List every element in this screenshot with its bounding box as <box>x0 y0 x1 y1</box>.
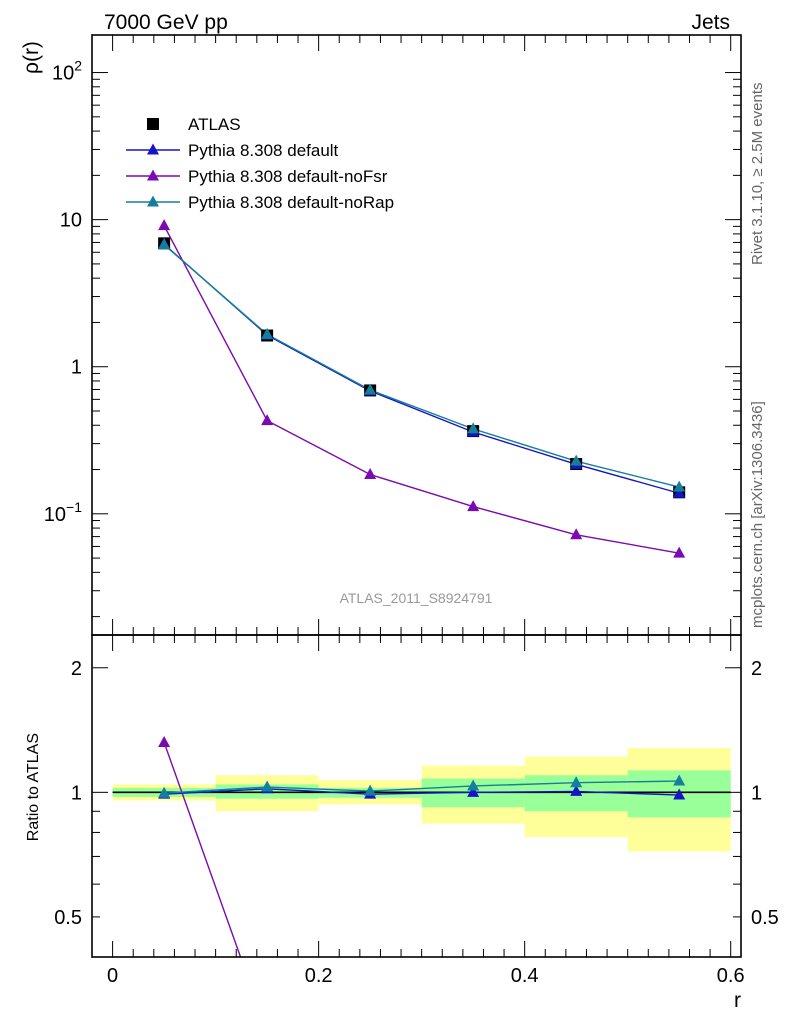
legend-label: Pythia 8.308 default-noRap <box>188 193 394 212</box>
series-line-pythia-8-308-default-norap <box>163 244 680 488</box>
data-point-pythia-8-308-default-norap <box>467 422 480 434</box>
data-point-pythia-8-308-default-norap <box>570 454 583 466</box>
ratio-point-pythia-8-308-default-norap <box>467 779 480 791</box>
ratio-point-pythia-8-308-default-norap <box>158 786 171 798</box>
ratio-plot-area <box>112 735 731 1009</box>
analysis-watermark: ATLAS_2011_S8924791 <box>340 590 493 606</box>
ratio-point-pythia-8-308-default <box>467 785 480 797</box>
ratio-point-pythia-8-308-default-norap <box>570 776 583 788</box>
legend-marker <box>147 169 159 181</box>
data-point-pythia-8-308-default-nofsr <box>467 500 480 512</box>
x-tick-label: 0.4 <box>511 965 539 987</box>
x-tick-label: 0.2 <box>305 965 333 987</box>
data-point-pythia-8-308-default-norap <box>261 327 274 339</box>
legend: ATLAS Pythia 8.308 default Pythia 8.308 de… <box>126 115 394 212</box>
data-point-pythia-8-308-default-norap <box>364 383 377 395</box>
y-tick-label: 10 <box>60 210 82 232</box>
data-point-pythia-8-308-default <box>673 486 686 498</box>
series-line-pythia-8-308-default-nofsr <box>163 225 680 554</box>
ratio-y-tick-label: 0.5 <box>54 907 82 929</box>
ratio-point-pythia-8-308-default <box>570 784 583 796</box>
ratio-frame <box>91 634 742 958</box>
legend-label: ATLAS <box>188 115 241 134</box>
x-tick-label: 0.6 <box>717 965 745 987</box>
ratio-line-pythia-8-308-default <box>164 788 680 796</box>
y-tick-label: 102 <box>52 58 82 85</box>
data-point-pythia-8-308-default-nofsr <box>570 528 583 540</box>
header-right: Jets <box>691 11 730 34</box>
ratio-y-tick-label-right: 2 <box>751 658 762 680</box>
ratio-y-tick-label: 1 <box>71 782 82 804</box>
y-tick-label: 1 <box>71 357 82 379</box>
ratio-point-pythia-8-308-default-nofsr <box>158 735 171 747</box>
y-tick-label: 10−1 <box>44 499 82 526</box>
x-tick-label: 0 <box>107 965 118 987</box>
legend-label: Pythia 8.308 default-noFsr <box>188 167 388 186</box>
series-line-pythia-8-308-default <box>163 243 680 494</box>
ratio-point-pythia-8-308-default-nofsr <box>679 956 680 957</box>
ratio-point-pythia-8-308-default <box>673 788 686 800</box>
data-point-pythia-8-308-default-nofsr <box>673 546 686 558</box>
legend-label: Pythia 8.308 default <box>188 141 339 160</box>
ratio-point-pythia-8-308-default-norap <box>673 774 686 786</box>
ratio-point-pythia-8-308-default-norap <box>261 780 274 792</box>
data-point-pythia-8-308-default-norap <box>158 238 171 250</box>
main-y-axis-label: ρ(r) <box>20 41 43 74</box>
ratio-point-pythia-8-308-default-nofsr <box>570 985 582 996</box>
ratio-y-tick-label-right: 1 <box>751 782 762 804</box>
ratio-point-pythia-8-308-default-nofsr <box>467 998 479 1009</box>
ratio-y-axis-label: Ratio to ATLAS <box>25 733 42 841</box>
ratio-point-pythia-8-308-default-norap <box>364 784 377 796</box>
ratio-y-tick-label: 2 <box>71 658 82 680</box>
legend-marker <box>147 118 159 130</box>
data-point-pythia-8-308-default-nofsr <box>261 414 274 426</box>
data-point-pythia-8-308-default-nofsr <box>364 468 377 480</box>
data-point-pythia-8-308-default-nofsr <box>158 219 171 231</box>
legend-marker <box>147 195 159 207</box>
ratio-y-tick-label-right: 0.5 <box>751 907 779 929</box>
x-axis-label: r <box>734 989 741 1012</box>
source-label: mcplots.cern.ch [arXiv:1306.3436] <box>749 401 766 628</box>
data-point-pythia-8-308-default-norap <box>673 480 686 492</box>
ratio-line-pythia-8-308-default-norap <box>164 780 680 794</box>
ratio-axes: 0 0.2 0.4 0.6 2 2 1 1 0.5 0.5 <box>54 634 779 987</box>
header-left: 7000 GeV pp <box>104 11 228 34</box>
legend-marker <box>147 143 159 155</box>
rivet-version-label: Rivet 3.1.10, ≥ 2.5M events <box>749 83 766 266</box>
main-plot-area <box>158 219 686 558</box>
